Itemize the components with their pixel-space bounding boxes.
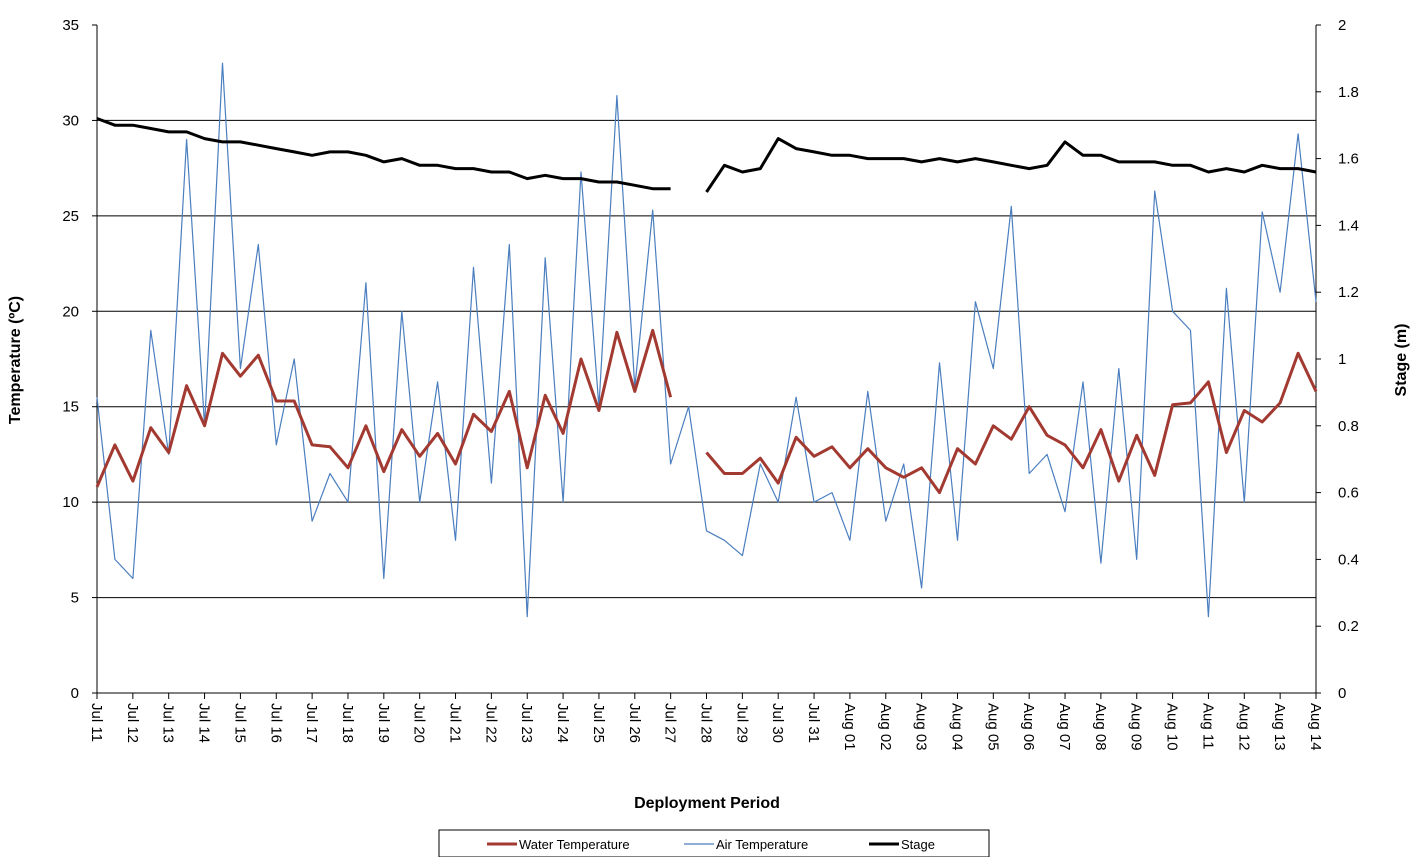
x-tick-label: Jul 30 [769,703,786,743]
x-tick-label: Aug 09 [1128,703,1145,751]
x-tick-label: Jul 26 [626,703,643,743]
x-tick-label: Aug 08 [1092,703,1109,751]
series-line [96,117,1317,193]
x-tick-label: Jul 12 [124,703,141,743]
y-tick-label: 0 [71,685,79,702]
y-tick-label: 10 [62,494,79,511]
x-tick-label: Aug 04 [948,703,965,751]
x-tick-label: Aug 07 [1056,703,1073,751]
x-tick-label: Aug 02 [877,703,894,751]
x-tick-label: Jul 11 [88,703,105,742]
x-tick-label: Jul 23 [518,703,535,743]
x-tick-label: Aug 05 [984,703,1001,751]
y2-axis-title: Stage (m) [1393,324,1410,397]
y2-tick-label: 0.8 [1338,418,1359,435]
y-tick-label: 25 [62,208,79,225]
y2-tick-label: 1.8 [1338,84,1359,101]
y-tick-label: 35 [62,17,79,34]
x-tick-label: Aug 06 [1020,703,1037,751]
y-tick-label: 20 [62,303,79,320]
x-tick-label: Jul 16 [267,703,284,743]
x-tick-label: Jul 20 [411,703,428,743]
legend-label: Water Temperature [519,837,630,852]
y-tick-label: 15 [62,399,79,416]
series-line [95,328,1318,495]
legend-label: Air Temperature [716,837,808,852]
y2-tick-label: 1.6 [1338,151,1359,168]
y2-tick-label: 1 [1338,351,1346,368]
x-tick-label: Aug 03 [913,703,930,751]
x-tick-label: Aug 01 [841,703,858,751]
x-tick-label: Aug 13 [1271,703,1288,751]
x-tick-label: Jul 14 [196,703,213,743]
x-tick-label: Jul 31 [805,703,822,743]
x-tick-label: Aug 12 [1235,703,1252,751]
y2-tick-label: 0.2 [1338,618,1359,635]
y2-tick-label: 0.6 [1338,485,1359,502]
x-tick-label: Jul 15 [231,703,248,743]
x-tick-label: Jul 22 [482,703,499,743]
y2-tick-label: 0 [1338,685,1346,702]
y-axis-title: Temperature (ºC) [7,296,24,424]
y2-tick-label: 2 [1338,17,1346,34]
x-tick-label: Jul 25 [590,703,607,743]
y2-tick-label: 1.2 [1338,284,1359,301]
x-tick-label: Jul 21 [447,703,464,743]
x-axis-title: Deployment Period [634,795,780,812]
x-tick-label: Jul 17 [303,703,320,743]
x-tick-label: Jul 27 [662,703,679,743]
x-tick-label: Jul 18 [339,703,356,743]
x-tick-label: Aug 14 [1307,703,1324,751]
y2-tick-label: 0.4 [1338,551,1359,568]
x-tick-label: Jul 19 [375,703,392,743]
y-tick-label: 5 [71,590,79,607]
y-tick-label: 30 [62,112,79,129]
legend-label: Stage [901,837,935,852]
x-tick-label: Jul 13 [160,703,177,743]
x-tick-label: Jul 28 [698,703,715,743]
x-tick-label: Jul 24 [554,703,571,743]
series-line [96,62,1317,618]
x-tick-label: Aug 11 [1199,703,1216,749]
x-tick-label: Jul 29 [733,703,750,743]
x-tick-label: Aug 10 [1164,703,1181,751]
y2-tick-label: 1.4 [1338,217,1359,234]
